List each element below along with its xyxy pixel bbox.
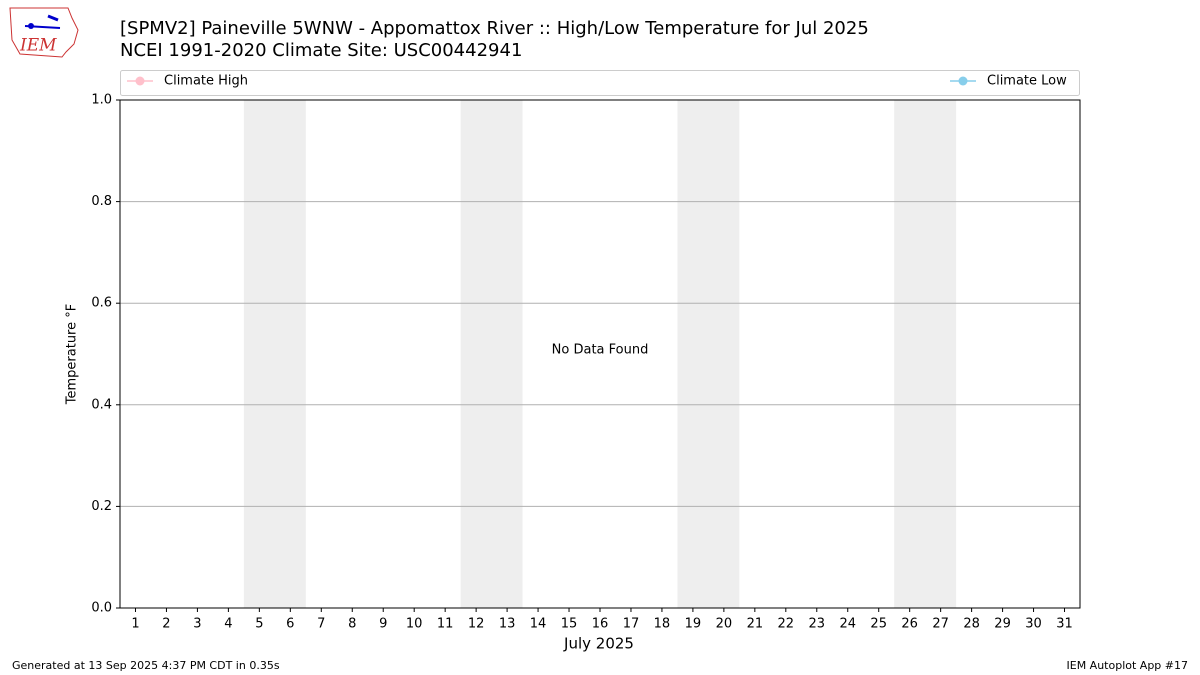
x-tick-label: 17 bbox=[623, 617, 640, 632]
x-tick-label: 8 bbox=[348, 617, 356, 632]
x-tick-label: 26 bbox=[901, 617, 918, 632]
x-tick-label: 3 bbox=[193, 617, 201, 632]
x-tick-label: 12 bbox=[468, 617, 485, 632]
x-axis-label: July 2025 bbox=[563, 635, 634, 653]
weekend-span bbox=[894, 100, 957, 608]
y-tick-label: 0.0 bbox=[91, 601, 112, 616]
y-axis-label: Temperature °F bbox=[65, 304, 80, 405]
x-tick-label: 1 bbox=[131, 617, 139, 632]
x-tick-label: 2 bbox=[162, 617, 170, 632]
x-tick-label: 10 bbox=[406, 617, 423, 632]
weekend-span bbox=[243, 100, 306, 608]
x-tick-label: 5 bbox=[255, 617, 263, 632]
x-tick-label: 23 bbox=[809, 617, 826, 632]
legend-marker bbox=[958, 76, 968, 86]
x-tick-label: 9 bbox=[379, 617, 387, 632]
weekend-span bbox=[460, 100, 523, 608]
chart-subtitle: NCEI 1991-2020 Climate Site: USC00442941 bbox=[120, 40, 522, 61]
x-tick-label: 19 bbox=[685, 617, 702, 632]
x-tick-label: 18 bbox=[654, 617, 671, 632]
x-tick-label: 16 bbox=[592, 617, 609, 632]
legend-box bbox=[120, 70, 1080, 96]
plot-frame bbox=[119, 99, 1081, 609]
legend-marker bbox=[135, 76, 145, 86]
x-tick-label: 7 bbox=[317, 617, 325, 632]
y-tick-label: 0.4 bbox=[91, 397, 112, 412]
y-tick-label: 0.2 bbox=[91, 499, 112, 514]
x-tick-label: 25 bbox=[870, 617, 887, 632]
x-tick-label: 20 bbox=[716, 617, 733, 632]
x-tick-label: 4 bbox=[224, 617, 232, 632]
x-tick-label: 28 bbox=[963, 617, 980, 632]
y-tick-label: 0.6 bbox=[91, 296, 112, 311]
x-tick-label: 15 bbox=[561, 617, 578, 632]
x-tick-label: 31 bbox=[1056, 617, 1073, 632]
logo-text: IEM bbox=[19, 36, 57, 56]
legend-label: Climate Low bbox=[987, 74, 1067, 89]
x-tick-label: 27 bbox=[932, 617, 949, 632]
footer-left: Generated at 13 Sep 2025 4:37 PM CDT in … bbox=[12, 659, 280, 672]
y-tick-label: 0.8 bbox=[91, 194, 112, 209]
x-tick-label: 21 bbox=[747, 617, 764, 632]
x-tick-label: 14 bbox=[530, 617, 547, 632]
x-tick-label: 29 bbox=[994, 617, 1011, 632]
legend-label: Climate High bbox=[164, 74, 248, 89]
logo: IEM bbox=[9, 7, 79, 58]
x-tick-label: 24 bbox=[839, 617, 856, 632]
x-tick-label: 22 bbox=[778, 617, 795, 632]
chart-title: [SPMV2] Paineville 5WNW - Appomattox Riv… bbox=[120, 18, 869, 39]
annotation: No Data Found bbox=[552, 343, 649, 358]
x-tick-label: 6 bbox=[286, 617, 294, 632]
x-tick-label: 13 bbox=[499, 617, 516, 632]
x-tick-label: 30 bbox=[1025, 617, 1042, 632]
footer-right: IEM Autoplot App #17 bbox=[1067, 659, 1189, 672]
weekend-span bbox=[677, 100, 740, 608]
y-tick-label: 1.0 bbox=[91, 93, 112, 108]
x-tick-label: 11 bbox=[437, 617, 454, 632]
